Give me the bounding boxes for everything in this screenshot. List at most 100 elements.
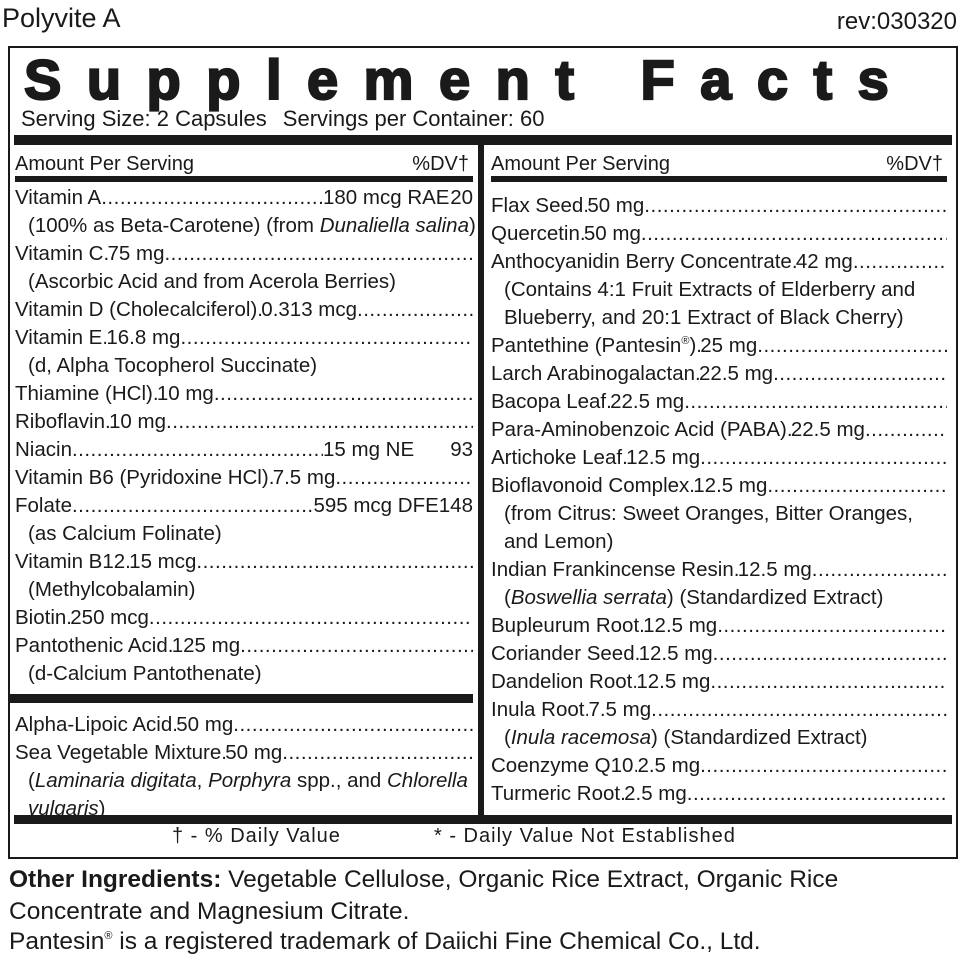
amount-dv: 7.5 mg441 <box>273 464 473 492</box>
amount-dv: 2.5 mg* <box>637 752 947 780</box>
spacer <box>414 436 450 464</box>
nutrient-amount: 2.5 mg <box>637 754 701 777</box>
nutrient-row: Vitamin C75 mg83 <box>15 240 473 268</box>
note-text: spp., and <box>291 769 387 792</box>
note-text: , <box>196 769 209 792</box>
amount-dv: 15 mcg625 <box>129 548 473 576</box>
panel-title: Supplement Facts <box>23 48 915 111</box>
trademark-text: is a registered trademark of Daiichi Fin… <box>112 928 761 955</box>
dot-leader <box>214 380 473 408</box>
nutrient-row: Indian Frankincense Resin12.5 mg* <box>491 556 947 584</box>
nutrient-row: Turmeric Root2.5 mg* <box>491 780 947 808</box>
nutrient-row: Coriander Seed12.5 mg* <box>491 640 947 668</box>
dot-leader <box>282 739 473 767</box>
amount-dv: 22.5 mg* <box>791 416 947 444</box>
amount-dv: 42 mg* <box>796 248 947 276</box>
note-text: ( <box>504 726 511 749</box>
nutrient-name: Coenzyme Q10 <box>491 754 634 777</box>
nutrient-amount: 7.5 mg <box>272 466 336 489</box>
nutrient-row: Bupleurum Root12.5 mg* <box>491 612 947 640</box>
nutrient-name: Vitamin E <box>15 326 103 349</box>
nutrient-name: Artichoke Leaf <box>491 446 623 469</box>
nutrient-row: Vitamin E16.8 mg112 <box>15 324 473 352</box>
dv-header: %DV† <box>886 153 943 175</box>
amount-dv: 180 mcg RAE 20 <box>323 184 473 212</box>
nutrient-note: (Ascorbic Acid and from Acerola Berries) <box>15 268 473 296</box>
amount-dv: 50 mg* <box>225 739 473 767</box>
dot-leader <box>684 388 947 416</box>
footnote-not-established: * - Daily Value Not Established <box>434 825 736 847</box>
nutrient-name: Alpha-Lipoic Acid <box>15 713 173 736</box>
note-text: Inula racemosa <box>510 726 651 749</box>
note-text: (100% as Beta-Carotene) (from <box>28 214 320 237</box>
nutrient-dv: 20 <box>450 186 473 209</box>
nutrient-name: Niacin <box>15 438 72 461</box>
dot-leader <box>233 711 473 739</box>
amount-header: Amount Per Serving <box>15 153 194 175</box>
nutrient-amount: 22.5 mg <box>699 362 774 385</box>
amount-dv: 2.5 mg* <box>624 780 947 808</box>
nutrient-row: Pantothenic Acid125 mg2,500 <box>15 632 473 660</box>
amount-dv: 12.5 mg* <box>643 612 947 640</box>
nutrient-name: Bupleurum Root <box>491 614 640 637</box>
nutrient-row: Artichoke Leaf12.5 mg* <box>491 444 947 472</box>
left-header: Amount Per Serving %DV† <box>15 146 473 176</box>
nutrient-amount: 16.8 mg <box>106 326 181 349</box>
note-text: (Ascorbic Acid and from Acerola Berries) <box>28 270 396 293</box>
nutrient-name: Vitamin C <box>15 242 104 265</box>
footnote-daily-value: † - % Daily Value <box>172 825 341 847</box>
amount-dv: 0.313 mcg1 <box>261 296 473 324</box>
nutrient-row: Vitamin B6 (Pyridoxine HCl)7.5 mg441 <box>15 464 473 492</box>
nutrient-amount: 15 mg NE <box>323 438 415 461</box>
amount-header: Amount Per Serving <box>491 153 670 175</box>
nutrient-amount: 50 mg <box>225 741 283 764</box>
nutrient-row: Bacopa Leaf22.5 mg* <box>491 388 947 416</box>
nutrient-row: Bioflavonoid Complex12.5 mg* <box>491 472 947 500</box>
dot-leader <box>240 632 473 660</box>
nutrient-amount: 22.5 mg <box>790 418 865 441</box>
nutrient-amount: 180 mcg RAE <box>323 186 450 209</box>
nutrient-amount: 22.5 mg <box>610 390 685 413</box>
nutrient-amount: 595 mcg DFE <box>313 494 439 517</box>
note-text: Laminaria digitata <box>34 769 197 792</box>
nutrient-amount: 2.5 mg <box>624 782 687 805</box>
nutrient-row: Niacin 15 mg NE 93 <box>15 436 473 464</box>
dot-leader <box>700 444 947 472</box>
dot-leader <box>767 472 947 500</box>
dot-leader <box>101 184 323 212</box>
revision-code: rev:030320 <box>836 8 957 35</box>
registered-mark: ® <box>681 335 690 347</box>
amount-dv: 12.5 mg* <box>639 640 947 668</box>
nutrient-row: Riboflavin10 mg769 <box>15 408 473 436</box>
amount-dv: 12.5 mg* <box>636 668 947 696</box>
nutrient-note: (Methylcobalamin) <box>15 576 473 604</box>
section-rule <box>10 694 473 703</box>
dot-leader <box>687 780 947 808</box>
nutrient-name: Riboflavin <box>15 410 106 433</box>
nutrient-row: Anthocyanidin Berry Concentrate42 mg* <box>491 248 947 276</box>
nutrient-amount: 42 mg <box>795 250 853 273</box>
dot-leader <box>812 556 947 584</box>
other-ingredients-label: Other Ingredients: <box>9 866 222 893</box>
nutrient-name: Bacopa Leaf <box>491 390 607 413</box>
note-text: (Contains 4:1 Fruit Extracts of Elderber… <box>504 278 916 329</box>
nutrient-row: Thiamine (HCl)10 mg833 <box>15 380 473 408</box>
other-ingredients-text: Vegetable Cellulose, Organic Rice Extrac… <box>9 866 839 925</box>
nutrient-amount: 12.5 mg <box>643 614 718 637</box>
nutrient-row: Inula Root7.5 mg* <box>491 696 947 724</box>
nutrient-row: Para-Aminobenzoic Acid (PABA)22.5 mg* <box>491 416 947 444</box>
nutrient-note: (Inula racemosa) (Standardized Extract) <box>491 724 947 752</box>
nutrient-name: Para-Aminobenzoic Acid (PABA) <box>491 418 787 441</box>
registered-mark: ® <box>104 930 113 942</box>
nutrient-note: (d, Alpha Tocopherol Succinate) <box>15 352 473 380</box>
amount-dv: 10 mg833 <box>157 380 473 408</box>
nutrient-amount: 10 mg <box>156 382 214 405</box>
dot-leader <box>700 752 947 780</box>
amount-dv: 125 mg2,500 <box>172 632 473 660</box>
dot-leader <box>641 220 947 248</box>
nutrient-name: Coriander Seed <box>491 642 635 665</box>
nutrient-amount: 75 mg <box>107 242 165 265</box>
divider-thick-bottom <box>14 815 952 824</box>
amount-dv: 12.5 mg* <box>693 472 947 500</box>
